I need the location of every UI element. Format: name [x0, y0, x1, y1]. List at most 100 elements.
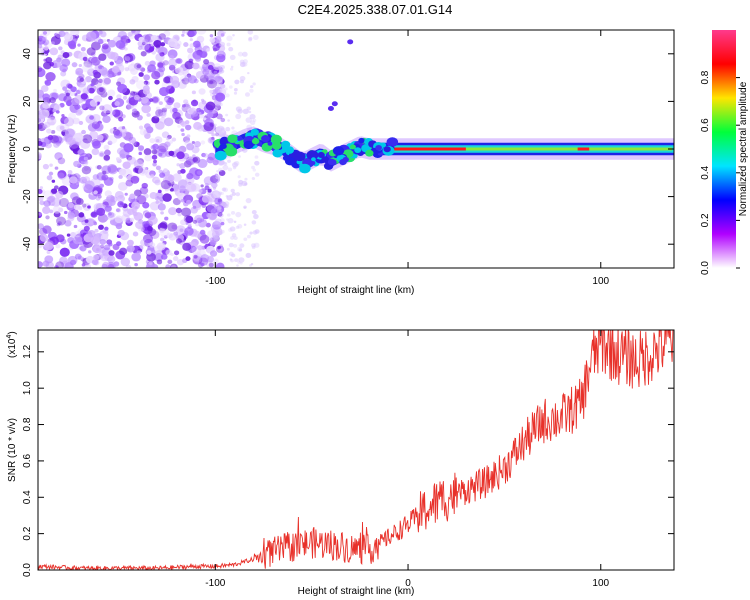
noise-blob — [114, 101, 120, 107]
noise-blob — [104, 190, 112, 197]
noise-blob-faint — [229, 67, 234, 71]
noise-blob — [158, 33, 166, 40]
ridge-blob — [386, 137, 399, 147]
noise-blob — [111, 65, 120, 74]
noise-blob — [110, 196, 118, 203]
noise-blob — [108, 250, 115, 256]
noise-blob — [196, 170, 202, 175]
noise-blob — [90, 211, 98, 218]
noise-blob-faint — [217, 205, 222, 210]
noise-blob — [130, 175, 140, 184]
noise-blob — [185, 256, 191, 261]
noise-blob — [56, 136, 64, 144]
noise-blob — [107, 211, 115, 218]
noise-blob — [83, 156, 89, 161]
noise-blob-faint — [254, 155, 259, 159]
noise-blob — [97, 38, 104, 45]
noise-blob — [67, 40, 76, 49]
noise-blob-faint — [224, 87, 228, 91]
noise-blob — [150, 34, 158, 42]
noise-blob — [66, 233, 71, 237]
noise-blob-faint — [246, 106, 252, 111]
noise-blob — [80, 78, 87, 85]
noise-blob — [67, 202, 74, 208]
noise-blob — [179, 75, 188, 83]
noise-blob — [101, 104, 113, 114]
noise-blob — [80, 103, 87, 109]
ridge-blob — [342, 156, 349, 163]
noise-blob — [91, 113, 101, 123]
noise-blob-faint — [218, 191, 223, 195]
snr-y-tick-label: 0.0 — [22, 563, 33, 577]
noise-blob — [87, 68, 96, 77]
noise-blob — [129, 92, 135, 97]
noise-blob — [207, 188, 212, 193]
ridge-blob — [243, 140, 254, 150]
noise-blob — [75, 109, 83, 116]
noise-blob — [138, 145, 145, 151]
noise-blob — [205, 101, 216, 111]
noise-blob — [118, 174, 123, 179]
noise-blob — [59, 247, 70, 257]
noise-blob — [107, 255, 116, 263]
noise-blob — [125, 179, 134, 187]
noise-blob-faint — [234, 79, 240, 85]
noise-blob-faint — [233, 220, 237, 223]
noise-blob-faint — [242, 62, 248, 67]
noise-blob-faint — [243, 223, 247, 226]
noise-blob — [155, 53, 165, 62]
noise-blob — [152, 96, 159, 103]
colorbar-tick-label: 0.2 — [700, 213, 711, 227]
noise-blob — [45, 71, 56, 82]
noise-blob — [200, 254, 210, 263]
ridge-outlier — [331, 101, 338, 107]
noise-blob — [79, 245, 87, 252]
ridge-blob — [282, 155, 290, 161]
noise-blob — [195, 71, 205, 79]
noise-blob — [201, 62, 211, 71]
noise-blob — [113, 131, 123, 139]
ridge-blob — [383, 146, 391, 153]
noise-blob — [66, 136, 76, 145]
noise-blob — [61, 114, 65, 118]
noise-blob — [59, 256, 68, 265]
snr-y-tick-label: 0.8 — [22, 417, 33, 431]
noise-blob — [61, 176, 73, 186]
noise-blob-faint — [231, 126, 235, 130]
noise-blob — [129, 193, 136, 200]
noise-blob — [158, 86, 170, 97]
noise-blob — [84, 160, 88, 165]
noise-blob — [149, 192, 158, 199]
noise-blob-faint — [235, 211, 242, 218]
noise-blob — [87, 166, 93, 171]
ridge-blob — [270, 134, 282, 144]
noise-blob — [173, 231, 179, 236]
colorbar-tick-label: 0.6 — [700, 118, 711, 132]
noise-blob-faint — [227, 159, 231, 163]
noise-blob-faint — [250, 85, 254, 89]
noise-blob-faint — [254, 172, 260, 177]
noise-blob — [217, 198, 222, 203]
noise-blob-faint — [238, 155, 242, 158]
noise-blob-faint — [219, 132, 225, 138]
noise-blob-faint — [248, 36, 253, 41]
noise-blob — [191, 90, 196, 95]
colorbar-ramp — [712, 30, 736, 268]
noise-blob — [79, 152, 89, 162]
noise-blob — [217, 30, 225, 38]
noise-blob — [214, 197, 223, 205]
noise-blob — [163, 168, 168, 173]
noise-blob — [213, 191, 222, 199]
noise-blob — [78, 73, 85, 80]
noise-blob — [109, 61, 114, 66]
ridge-blob — [354, 147, 362, 154]
noise-blob — [108, 242, 113, 247]
noise-blob — [80, 47, 86, 52]
noise-blob — [184, 227, 194, 236]
noise-blob — [131, 75, 139, 83]
noise-blob-faint — [243, 237, 248, 241]
noise-blob — [84, 219, 89, 223]
colorbar-tick-label: 0.4 — [700, 165, 711, 179]
noise-blob-faint — [219, 209, 222, 213]
noise-blob — [96, 248, 100, 252]
